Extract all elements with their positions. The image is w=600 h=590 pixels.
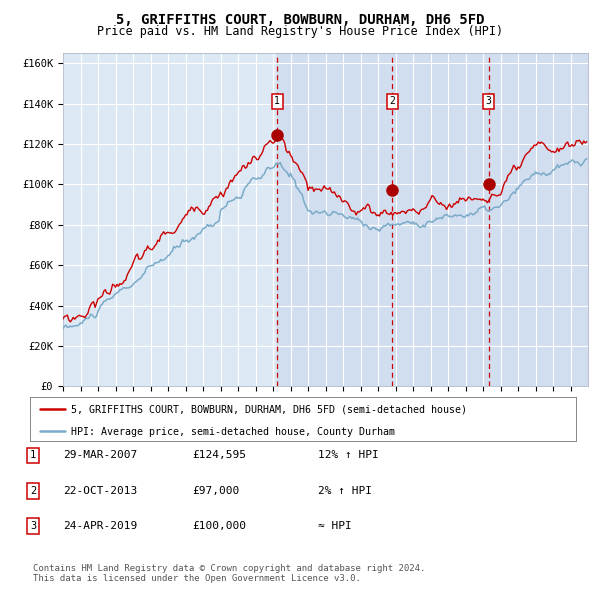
Bar [277, 53, 588, 386]
Text: 2: 2 [389, 96, 395, 106]
Text: 2% ↑ HPI: 2% ↑ HPI [318, 486, 372, 496]
Text: Price paid vs. HM Land Registry's House Price Index (HPI): Price paid vs. HM Land Registry's House … [97, 25, 503, 38]
Text: £100,000: £100,000 [192, 522, 246, 531]
Text: £97,000: £97,000 [192, 486, 239, 496]
Text: 12% ↑ HPI: 12% ↑ HPI [318, 451, 379, 460]
Text: 22-OCT-2013: 22-OCT-2013 [63, 486, 137, 496]
Text: HPI: Average price, semi-detached house, County Durham: HPI: Average price, semi-detached house,… [71, 427, 395, 437]
Text: 2: 2 [30, 486, 36, 496]
Text: £124,595: £124,595 [192, 451, 246, 460]
Text: 5, GRIFFITHS COURT, BOWBURN, DURHAM, DH6 5FD: 5, GRIFFITHS COURT, BOWBURN, DURHAM, DH6… [116, 13, 484, 27]
Text: Contains HM Land Registry data © Crown copyright and database right 2024.
This d: Contains HM Land Registry data © Crown c… [33, 563, 425, 583]
Text: 3: 3 [485, 96, 491, 106]
Text: 29-MAR-2007: 29-MAR-2007 [63, 451, 137, 460]
Text: ≈ HPI: ≈ HPI [318, 522, 352, 531]
Text: 5, GRIFFITHS COURT, BOWBURN, DURHAM, DH6 5FD (semi-detached house): 5, GRIFFITHS COURT, BOWBURN, DURHAM, DH6… [71, 405, 467, 414]
Text: 1: 1 [30, 451, 36, 460]
Text: 1: 1 [274, 96, 280, 106]
Text: 24-APR-2019: 24-APR-2019 [63, 522, 137, 531]
Text: 3: 3 [30, 522, 36, 531]
